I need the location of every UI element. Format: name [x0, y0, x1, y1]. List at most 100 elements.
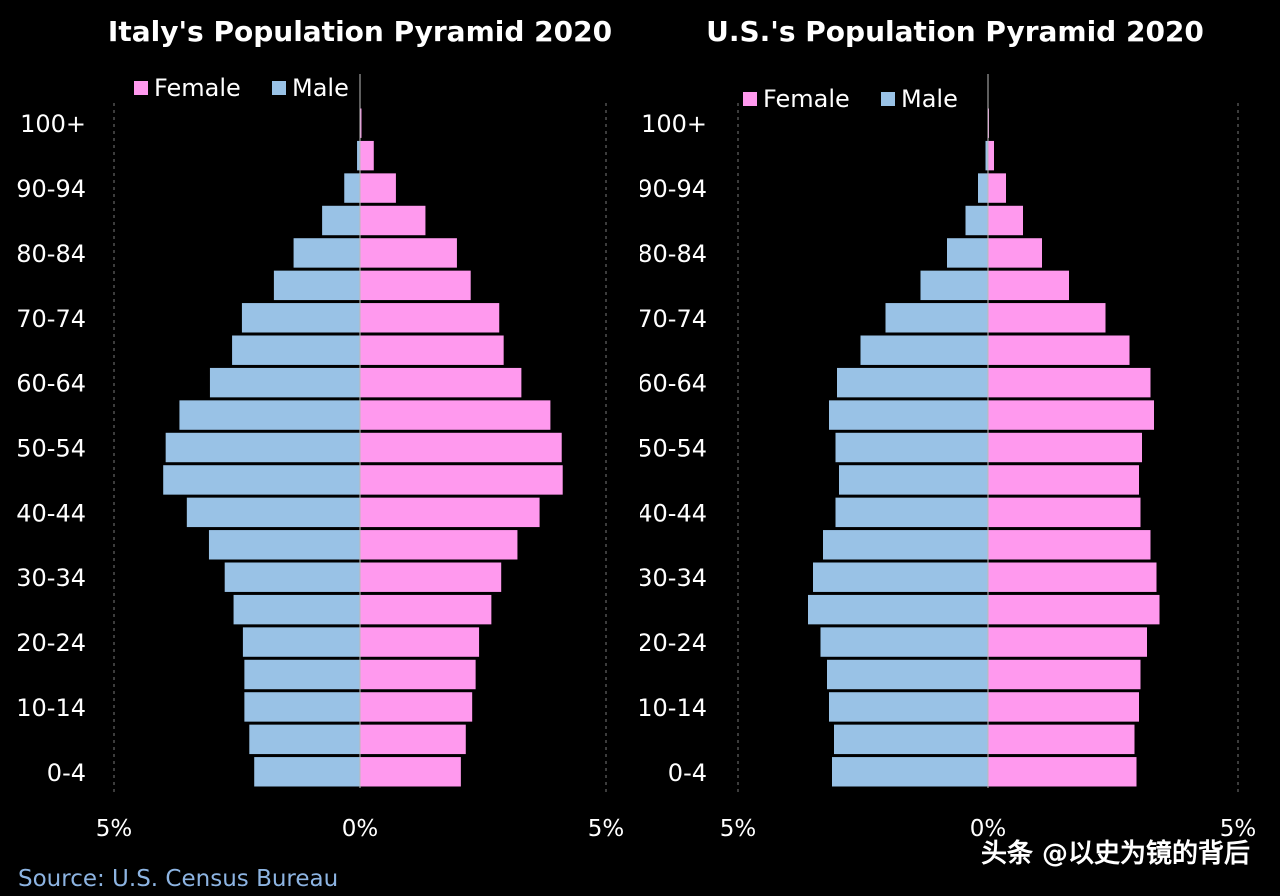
us-female-bar-70-74: [988, 303, 1106, 333]
us-male-bar-30-34: [813, 562, 988, 592]
us-male-bar-15-19: [827, 659, 988, 690]
italy-male-bar-90-94: [344, 173, 360, 203]
italy-male-bar-75-79: [273, 270, 360, 301]
italy-female-bar-15-19: [360, 659, 476, 690]
italy-y-tick-label: 10-14: [16, 694, 86, 722]
italy-female-bar-35-39: [360, 530, 518, 560]
us-male-bar-90-94: [978, 173, 988, 203]
italy-x-tick-label: 0%: [342, 816, 379, 842]
italy-female-bar-25-29: [360, 594, 492, 625]
us-female-bar-5-9: [988, 724, 1135, 755]
us-y-tick-label: 90-94: [640, 175, 707, 203]
italy-female-bar-75-79: [360, 270, 471, 301]
italy-female-bar-90-94: [360, 173, 396, 203]
italy-x-tick-label: 5%: [96, 816, 133, 842]
italy-male-bar-10-14: [244, 692, 360, 722]
italy-male-bar-5-9: [249, 724, 360, 755]
us-female-bar-50-54: [988, 432, 1142, 463]
italy-pyramid-chart: 0-4 10-14 20-24 30-34 40-44 50-54 60-64 70-74 80…: [16, 74, 625, 842]
italy-legend-swatch-female: [134, 81, 148, 95]
us-female-bar-75-79: [988, 270, 1069, 301]
us-male-bar-55-59: [829, 400, 988, 430]
us-y-tick-label: 30-34: [640, 564, 707, 592]
us-y-tick-label: 60-64: [640, 370, 707, 398]
italy-y-tick-label: 20-24: [16, 629, 86, 657]
italy-female-bar-10-14: [360, 692, 473, 722]
us-female-bar-60-64: [988, 367, 1151, 398]
italy-male-bar-45-49: [163, 465, 360, 495]
us-x-tick-label: 5%: [1220, 816, 1257, 842]
us-male-bar-5-9: [834, 724, 988, 755]
us-male-bar-70-74: [885, 303, 988, 333]
italy-female-bar-70-74: [360, 303, 500, 333]
us-female-bar-95-99: [988, 140, 994, 171]
italy-female-bar-100+: [360, 108, 362, 138]
us-male-bar-50-54: [835, 432, 988, 463]
italy-male-bar-95-99: [357, 140, 360, 171]
italy-female-bar-40-44: [360, 497, 540, 528]
us-male-bar-95-99: [985, 140, 988, 171]
us-y-tick-label: 80-84: [640, 240, 707, 268]
us-male-bar-65-69: [860, 335, 988, 365]
us-y-tick-label: 100+: [641, 110, 707, 138]
us-x-tick-label: 0%: [970, 816, 1007, 842]
us-female-bar-80-84: [988, 238, 1042, 268]
us-male-bar-75-79: [920, 270, 988, 301]
italy-female-bar-65-69: [360, 335, 504, 365]
italy-female-bar-60-64: [360, 367, 522, 398]
us-female-bar-40-44: [988, 497, 1141, 528]
source-note: Source: U.S. Census Bureau: [18, 866, 339, 892]
us-male-bar-25-29: [808, 594, 988, 625]
us-male-bar-80-84: [947, 238, 988, 268]
us-x-tick-label: 5%: [720, 816, 757, 842]
italy-female-bar-80-84: [360, 238, 457, 268]
italy-y-tick-label: 70-74: [16, 305, 86, 333]
italy-legend-swatch-male: [272, 81, 286, 95]
italy-male-bar-30-34: [224, 562, 360, 592]
us-male-bar-40-44: [835, 497, 988, 528]
us-y-tick-label: 40-44: [640, 499, 707, 527]
italy-male-bar-35-39: [208, 530, 360, 560]
us-female-bar-30-34: [988, 562, 1157, 592]
italy-male-bar-60-64: [209, 367, 360, 398]
italy-female-bar-20-24: [360, 627, 480, 657]
italy-y-tick-label: 90-94: [16, 175, 86, 203]
us-female-bar-65-69: [988, 335, 1130, 365]
italy-male-bar-0-4: [254, 757, 360, 787]
italy-female-bar-5-9: [360, 724, 466, 755]
us-male-bar-0-4: [832, 757, 988, 787]
us-male-bar-35-39: [823, 530, 988, 560]
italy-male-bar-65-69: [232, 335, 360, 365]
us-pyramid-chart: 0-4 10-14 20-24 30-34 40-44 50-54 60-64 70-74 80…: [640, 74, 1257, 842]
us-female-bar-85-89: [988, 205, 1023, 236]
us-female-bar-45-49: [988, 465, 1139, 495]
us-female-bar-20-24: [988, 627, 1147, 657]
us-y-tick-label: 50-54: [640, 435, 707, 463]
italy-y-tick-label: 30-34: [16, 564, 86, 592]
italy-legend-label-female: Female: [154, 74, 241, 102]
us-legend-label-female: Female: [763, 85, 850, 113]
us-y-tick-label: 0-4: [668, 759, 707, 787]
us-female-bar-55-59: [988, 400, 1154, 430]
italy-y-tick-label: 50-54: [16, 435, 86, 463]
us-legend-swatch-male: [881, 92, 895, 106]
italy-chart-title: Italy's Population Pyramid 2020: [107, 15, 613, 48]
us-female-bar-10-14: [988, 692, 1139, 722]
italy-female-bar-45-49: [360, 465, 563, 495]
italy-legend-label-male: Male: [292, 74, 349, 102]
italy-y-tick-label: 60-64: [16, 370, 86, 398]
italy-male-bar-85-89: [322, 205, 360, 236]
italy-x-tick-label: 5%: [588, 816, 625, 842]
italy-female-bar-55-59: [360, 400, 551, 430]
italy-male-bar-50-54: [165, 432, 360, 463]
us-female-bar-90-94: [988, 173, 1006, 203]
italy-male-bar-80-84: [293, 238, 360, 268]
italy-male-bar-15-19: [244, 659, 360, 690]
italy-female-bar-50-54: [360, 432, 562, 463]
us-male-bar-20-24: [820, 627, 988, 657]
us-y-tick-label: 10-14: [640, 694, 707, 722]
italy-female-bar-95-99: [360, 140, 374, 171]
italy-y-tick-label: 80-84: [16, 240, 86, 268]
us-legend-label-male: Male: [901, 85, 958, 113]
italy-male-bar-70-74: [241, 303, 360, 333]
